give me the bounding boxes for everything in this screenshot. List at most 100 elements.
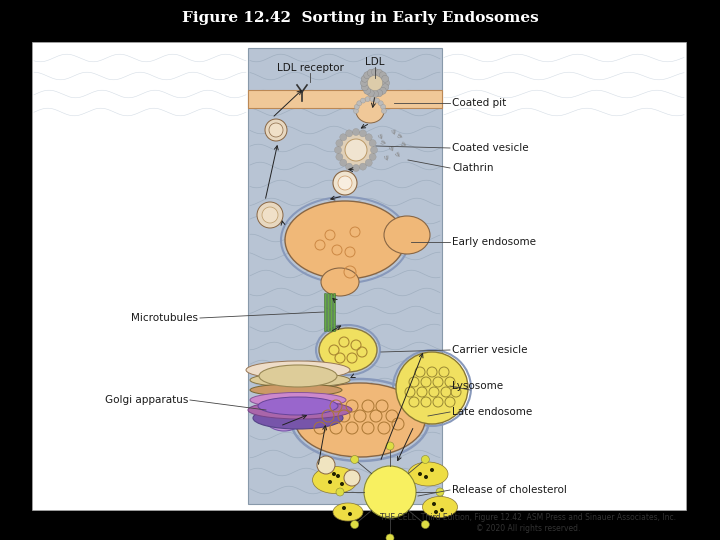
Ellipse shape <box>356 99 384 123</box>
Ellipse shape <box>408 462 448 486</box>
Text: Early endosome: Early endosome <box>452 237 536 247</box>
Ellipse shape <box>312 467 358 494</box>
Ellipse shape <box>246 361 350 379</box>
Circle shape <box>345 139 367 161</box>
Circle shape <box>338 176 352 190</box>
Circle shape <box>365 134 372 141</box>
Ellipse shape <box>285 201 405 279</box>
Circle shape <box>359 130 366 137</box>
Text: Carrier vesicle: Carrier vesicle <box>452 345 528 355</box>
Text: Clathrin: Clathrin <box>452 163 493 173</box>
Circle shape <box>421 455 429 463</box>
Ellipse shape <box>423 496 457 517</box>
Text: ψ: ψ <box>400 140 408 147</box>
Circle shape <box>353 165 359 172</box>
Circle shape <box>333 171 357 195</box>
Circle shape <box>340 159 347 166</box>
Circle shape <box>371 146 377 153</box>
Ellipse shape <box>250 373 350 387</box>
Circle shape <box>354 104 359 110</box>
Circle shape <box>424 475 428 479</box>
Circle shape <box>396 352 468 424</box>
Circle shape <box>367 90 374 97</box>
Circle shape <box>379 72 386 79</box>
Circle shape <box>351 455 359 463</box>
Text: Microtubules: Microtubules <box>131 313 198 323</box>
Circle shape <box>353 129 359 136</box>
Circle shape <box>269 123 283 137</box>
Circle shape <box>436 488 444 496</box>
Circle shape <box>372 91 379 98</box>
Circle shape <box>370 97 375 102</box>
Circle shape <box>344 470 360 486</box>
Ellipse shape <box>250 393 346 408</box>
Circle shape <box>351 521 359 529</box>
Circle shape <box>340 482 344 486</box>
Text: ψ: ψ <box>389 144 395 152</box>
Text: LDL receptor: LDL receptor <box>276 63 343 73</box>
Circle shape <box>365 159 372 166</box>
Circle shape <box>328 480 332 484</box>
Ellipse shape <box>250 384 342 396</box>
Circle shape <box>361 98 366 103</box>
Circle shape <box>332 472 336 476</box>
Circle shape <box>379 87 386 94</box>
Text: Lysosome: Lysosome <box>452 381 503 391</box>
Ellipse shape <box>321 268 359 296</box>
Circle shape <box>432 502 436 506</box>
Circle shape <box>421 521 429 529</box>
Circle shape <box>336 488 344 496</box>
Ellipse shape <box>253 407 343 429</box>
Circle shape <box>348 512 352 516</box>
Text: THE CELL  Third Edition, Figure 12.42  ASM Press and Sinauer Associates, Inc.
© : THE CELL Third Edition, Figure 12.42 ASM… <box>380 514 676 532</box>
Circle shape <box>364 87 371 94</box>
Circle shape <box>354 109 359 113</box>
Circle shape <box>363 71 387 95</box>
Circle shape <box>372 69 379 76</box>
Circle shape <box>336 153 343 160</box>
Circle shape <box>359 163 366 170</box>
Circle shape <box>434 510 438 514</box>
Circle shape <box>381 104 386 110</box>
Circle shape <box>364 72 371 79</box>
Circle shape <box>440 508 444 512</box>
Circle shape <box>317 456 335 474</box>
Circle shape <box>335 146 341 153</box>
Circle shape <box>338 132 374 168</box>
Ellipse shape <box>248 401 352 419</box>
Circle shape <box>336 474 340 478</box>
Text: ψ: ψ <box>395 150 402 158</box>
Bar <box>248 90 442 108</box>
Circle shape <box>378 101 383 106</box>
Circle shape <box>340 134 347 141</box>
Ellipse shape <box>333 503 363 521</box>
Circle shape <box>382 84 389 91</box>
Ellipse shape <box>295 383 425 457</box>
Text: Golgi apparatus: Golgi apparatus <box>104 395 188 405</box>
Bar <box>248 48 442 504</box>
Circle shape <box>369 153 376 160</box>
Text: ψ: ψ <box>380 139 387 145</box>
Circle shape <box>346 130 353 137</box>
Text: Coated pit: Coated pit <box>452 98 506 108</box>
Ellipse shape <box>259 365 337 387</box>
Circle shape <box>365 97 370 102</box>
Circle shape <box>374 98 379 103</box>
Ellipse shape <box>319 328 377 372</box>
Text: Late endosome: Late endosome <box>452 407 532 417</box>
Circle shape <box>418 472 422 476</box>
Circle shape <box>336 140 343 147</box>
Circle shape <box>382 75 389 82</box>
Text: Release of cholesterol: Release of cholesterol <box>452 485 567 495</box>
Text: ψ: ψ <box>396 132 404 139</box>
Circle shape <box>361 79 367 86</box>
Ellipse shape <box>384 216 430 254</box>
Circle shape <box>376 90 383 97</box>
Circle shape <box>257 202 283 228</box>
Text: ψ: ψ <box>383 154 389 161</box>
Text: Coated vesicle: Coated vesicle <box>452 143 528 153</box>
Circle shape <box>357 101 361 106</box>
Ellipse shape <box>264 401 304 431</box>
Circle shape <box>369 140 376 147</box>
Circle shape <box>367 69 374 76</box>
